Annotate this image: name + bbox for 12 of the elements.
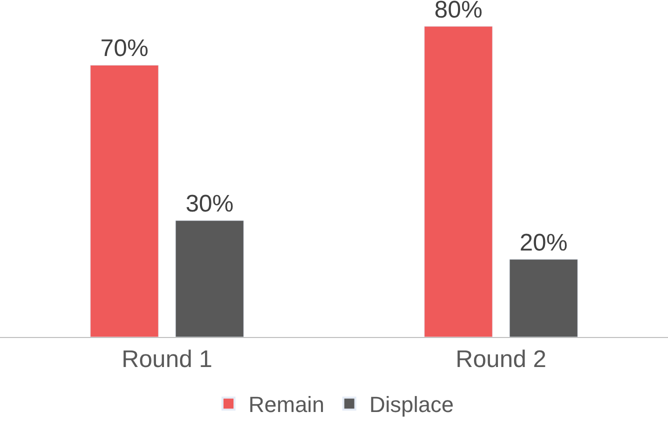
bar: [175, 220, 244, 337]
data-label: 30%: [186, 190, 234, 218]
data-label: 80%: [434, 0, 482, 24]
bar: [509, 259, 578, 337]
data-label: 70%: [100, 35, 148, 62]
bar: [424, 26, 493, 337]
data-label: 20%: [520, 229, 568, 256]
x-tick-label: Round 2: [456, 346, 546, 373]
x-tick-label: Round 1: [122, 346, 212, 373]
legend-label: Displace: [369, 392, 454, 418]
bar: [90, 64, 159, 337]
legend-label: Remain: [248, 392, 324, 418]
